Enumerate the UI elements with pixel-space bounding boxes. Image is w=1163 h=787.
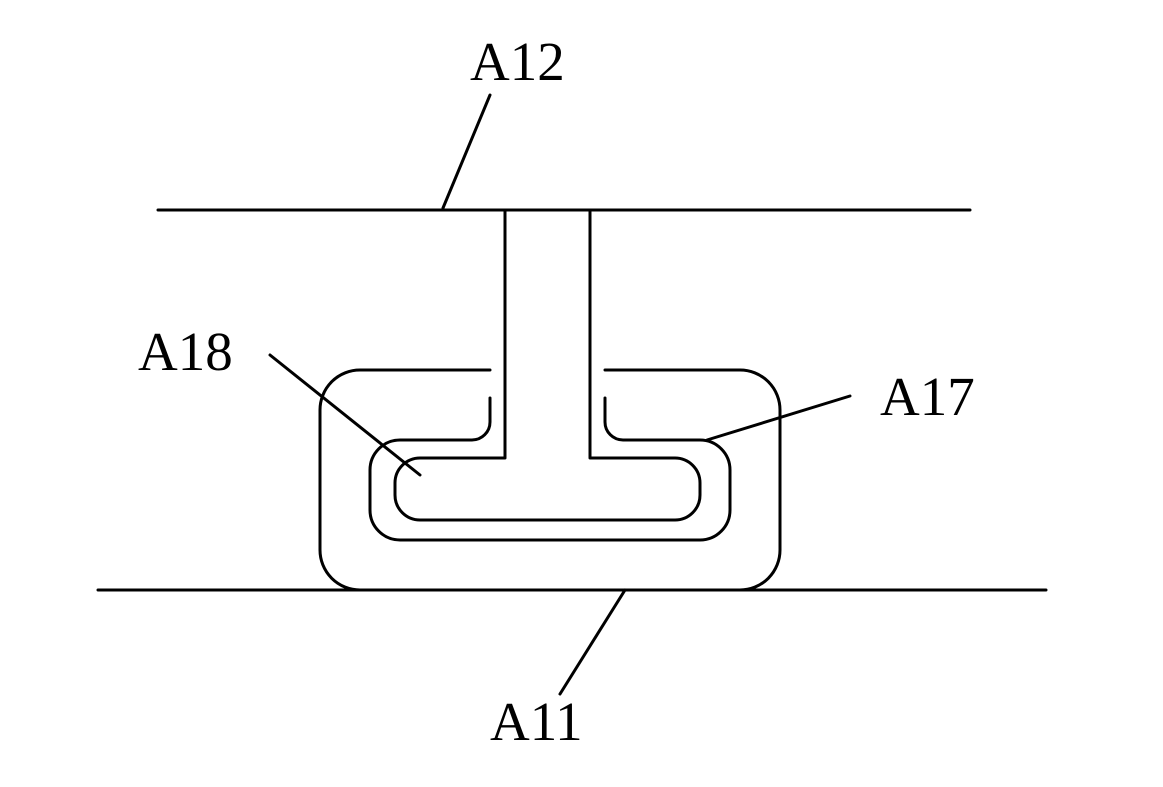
label-a11: A11	[490, 691, 583, 752]
label-a17: A17	[880, 366, 975, 427]
outer-housing-outline	[320, 370, 780, 590]
label-a18: A18	[138, 321, 233, 382]
leader-a11	[560, 590, 625, 694]
t-piece-outline	[395, 372, 700, 520]
label-a12: A12	[470, 31, 565, 92]
cross-section-diagram: A12 A18 A17 A11	[0, 0, 1163, 787]
leader-a12	[443, 95, 490, 208]
